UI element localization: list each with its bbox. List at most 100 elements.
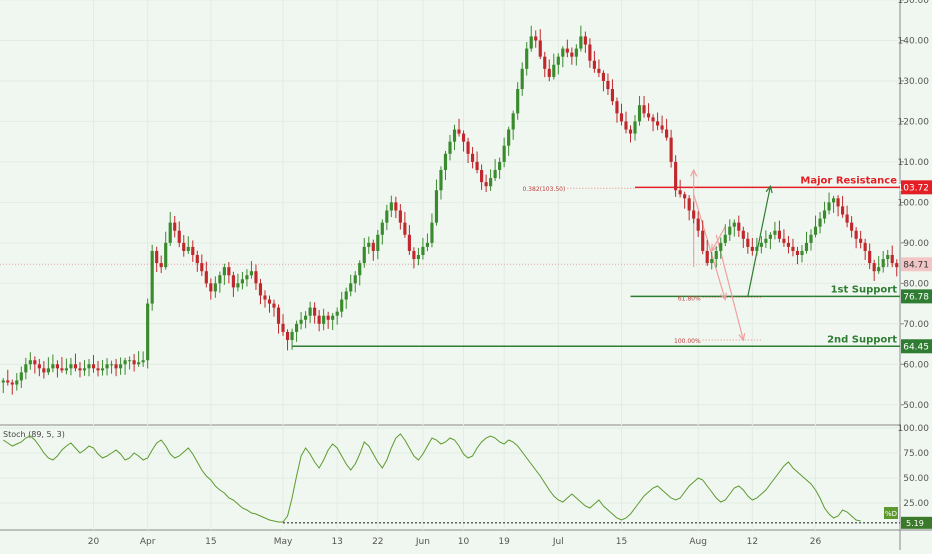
candle-body xyxy=(628,129,633,134)
candle-body xyxy=(200,263,204,272)
pink-arrow-head xyxy=(690,168,698,177)
candle-body xyxy=(782,238,786,243)
x-tick-label: 15 xyxy=(205,537,216,547)
candle-body xyxy=(619,113,624,122)
candle-body xyxy=(159,263,163,268)
candle-body xyxy=(498,161,502,170)
candle-body xyxy=(60,368,64,371)
x-tick-label: Apr xyxy=(140,537,156,547)
osc-tick-label: 100.00 xyxy=(898,424,930,434)
candle-body xyxy=(850,222,854,231)
candle-body xyxy=(475,161,479,170)
candle-body xyxy=(859,238,863,243)
candle-body xyxy=(574,48,578,57)
y-tick-label: 150.00 xyxy=(898,0,930,6)
candle-body xyxy=(854,230,858,239)
candle-body xyxy=(412,250,416,260)
candle-body xyxy=(55,364,59,369)
candle-body xyxy=(890,255,894,264)
y-tick-label: 120.00 xyxy=(898,117,930,127)
price-badge xyxy=(901,257,932,272)
candle-body xyxy=(877,267,881,272)
candle-body xyxy=(267,299,272,304)
candle-body xyxy=(421,246,425,255)
y-tick-label: 130.00 xyxy=(898,77,930,87)
y-tick-label: 50.00 xyxy=(903,401,929,411)
candle-body xyxy=(633,121,637,134)
x-tick-label: 15 xyxy=(616,537,627,547)
candle-body xyxy=(362,246,366,264)
candle-body xyxy=(82,368,87,371)
candle-body xyxy=(434,190,439,223)
candle-body xyxy=(804,242,809,251)
candle-body xyxy=(204,271,208,284)
candle-body xyxy=(687,198,691,211)
candle-body xyxy=(430,222,434,243)
candle-body xyxy=(322,315,326,324)
price-badge-label: 84.71 xyxy=(903,260,929,270)
pink-arrow-head xyxy=(720,292,727,301)
y-tick-label: 100.00 xyxy=(898,198,930,208)
candle-body xyxy=(791,246,795,251)
candle-body xyxy=(669,137,673,162)
candle-body xyxy=(276,307,281,324)
candle-body xyxy=(168,222,172,243)
candle-body xyxy=(105,364,109,369)
candle-body xyxy=(561,48,565,57)
candle-body xyxy=(299,319,303,324)
candle-body xyxy=(466,141,470,154)
candle-body xyxy=(380,222,384,235)
x-tick-label: 22 xyxy=(372,537,383,547)
candle-body xyxy=(448,141,452,154)
candle-body xyxy=(452,129,457,142)
candle-body xyxy=(69,364,73,369)
annotation-value-badge xyxy=(901,289,932,304)
candle-body xyxy=(358,263,362,276)
annotation-label: 2nd Support xyxy=(827,334,897,345)
x-tick-label: Jun xyxy=(415,537,430,547)
candle-body xyxy=(705,250,709,264)
candle-body xyxy=(164,242,168,268)
candle-body xyxy=(809,234,813,243)
osc-value-label: 5.19 xyxy=(906,519,924,528)
candle-body xyxy=(728,226,732,235)
candle-body xyxy=(525,48,529,69)
pink-arrow-head xyxy=(738,333,746,342)
annotation-value-label: 76.78 xyxy=(903,292,929,302)
candle-body xyxy=(746,238,750,247)
y-tick-label: 70.00 xyxy=(903,320,929,330)
candle-body xyxy=(502,145,506,162)
x-tick-label: 12 xyxy=(747,537,758,547)
x-tick-label: 13 xyxy=(331,537,342,547)
candle-body xyxy=(674,161,678,191)
candle-body xyxy=(764,238,768,243)
candle-body xyxy=(407,234,411,251)
candle-body xyxy=(10,382,14,385)
candle-body xyxy=(461,133,466,142)
candle-body xyxy=(389,202,393,211)
candle-body xyxy=(556,56,560,65)
x-tick-label: May xyxy=(274,537,293,547)
candle-body xyxy=(285,331,290,340)
candle-body xyxy=(710,259,714,264)
candle-body xyxy=(42,368,46,373)
candle-body xyxy=(64,368,69,371)
candle-body xyxy=(132,360,136,365)
candle-body xyxy=(831,198,836,203)
fib-label: 100.00% xyxy=(674,338,701,345)
candle-body xyxy=(177,230,181,243)
candle-body xyxy=(398,210,402,223)
candle-body xyxy=(254,271,258,284)
candle-body xyxy=(507,129,511,146)
candle-body xyxy=(547,68,551,77)
candle-body xyxy=(91,364,96,369)
candle-body xyxy=(665,129,669,138)
candle-body xyxy=(173,222,177,231)
green-arrow xyxy=(747,186,771,297)
candle-body xyxy=(281,323,285,332)
fib-label: 61.80% xyxy=(678,296,701,303)
candle-body xyxy=(344,291,348,300)
candle-body xyxy=(385,210,389,223)
candle-body xyxy=(6,380,10,383)
